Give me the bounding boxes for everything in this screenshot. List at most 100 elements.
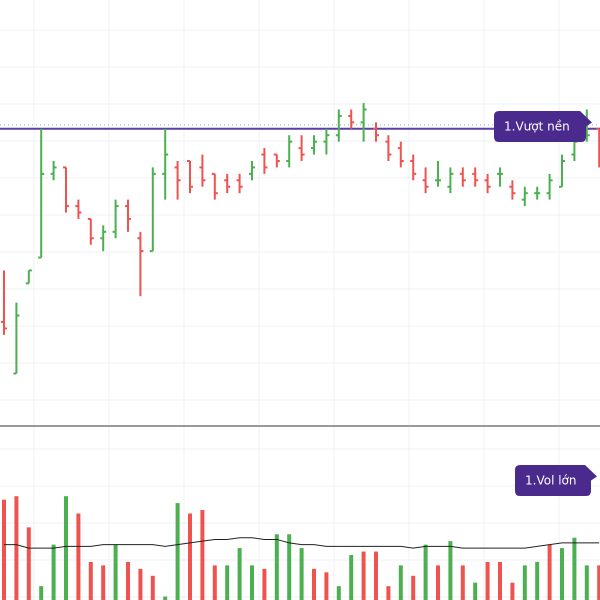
volume-bar <box>14 496 19 600</box>
ohlc-bar <box>236 173 243 194</box>
ohlc-bar <box>75 199 82 219</box>
ohlc-bar <box>224 173 231 194</box>
volume-bar <box>386 586 391 600</box>
volume-bar <box>39 586 44 600</box>
volume-bars <box>2 496 600 600</box>
ohlc-bar <box>100 225 107 252</box>
volume-bar <box>361 551 366 600</box>
ohlc-bar <box>397 141 404 168</box>
volume-bar <box>572 537 577 600</box>
volume-bar <box>225 565 230 600</box>
ohlc-bar <box>360 103 367 142</box>
callout-price-text: 1.Vượt nền <box>504 120 570 134</box>
volume-bar <box>411 575 416 600</box>
ohlc-bar <box>211 172 218 200</box>
volume-bar <box>26 527 31 600</box>
volume-bar <box>88 561 93 600</box>
ohlc-bar <box>87 217 94 245</box>
volume-bar <box>274 534 279 600</box>
ohlc-bar <box>1 270 7 335</box>
volume-bar <box>485 561 490 600</box>
ohlc-bar <box>187 159 193 194</box>
callout-price-bg <box>494 111 592 142</box>
volume-bar <box>336 586 341 600</box>
ohlc-bar <box>373 122 379 142</box>
volume-bar <box>547 544 552 600</box>
ohlc-bar <box>162 128 169 200</box>
ohlc-bar <box>63 166 69 213</box>
ohlc-bar <box>261 148 268 174</box>
volume-bar <box>64 496 68 600</box>
volume-bar <box>510 582 515 600</box>
volume-bar <box>287 534 292 600</box>
volume-bar <box>200 510 205 600</box>
volume-bar <box>498 561 502 600</box>
ohlc-bar <box>348 109 355 129</box>
volume-bar <box>349 555 354 600</box>
callout-volume-text: 1.Vol lớn <box>525 474 577 488</box>
ohlc-bar <box>311 135 317 155</box>
ohlc-bar <box>137 231 144 297</box>
volume-bar <box>237 548 242 600</box>
volume-bar <box>423 544 428 600</box>
volume-bar <box>188 513 192 600</box>
volume-bar <box>101 565 106 600</box>
ohlc-bar <box>459 167 466 187</box>
ohlc-bar <box>497 167 503 187</box>
ohlc-bar <box>484 173 491 194</box>
ohlc-bar <box>273 153 280 168</box>
ohlc-bars <box>1 103 600 375</box>
ohlc-bar <box>50 160 57 181</box>
volume-bar <box>163 596 168 600</box>
volume-bar <box>436 565 440 600</box>
ohlc-bar <box>13 302 20 375</box>
ohlc-bar <box>38 128 45 259</box>
price-panel <box>0 103 600 375</box>
ohlc-bar <box>534 186 541 200</box>
volume-bar <box>374 551 378 600</box>
ohlc-bar <box>559 154 565 188</box>
ohlc-bar <box>521 186 528 207</box>
ohlc-bar <box>596 127 600 168</box>
volume-panel <box>2 496 600 600</box>
ohlc-bar <box>546 173 553 200</box>
ohlc-bar <box>298 135 305 161</box>
volume-bar <box>584 565 589 600</box>
ohlc-bar <box>25 269 32 285</box>
callout-volume-bg <box>515 465 597 496</box>
ohlc-bar <box>174 160 181 200</box>
ohlc-bar <box>323 128 330 155</box>
volume-bar <box>250 565 254 600</box>
callout-volume: 1.Vol lớn <box>515 465 597 496</box>
ohlc-bar <box>385 135 392 161</box>
volume-bar <box>299 548 304 600</box>
ohlc-bar <box>249 160 255 181</box>
ohlc-bar <box>149 167 156 253</box>
ohlc-bar <box>199 154 206 187</box>
ohlc-bar <box>472 167 479 187</box>
volume-bar <box>522 565 527 600</box>
volume-ma-line <box>4 537 600 549</box>
volume-bar <box>138 568 143 600</box>
callout-price: 1.Vượt nền <box>494 111 592 142</box>
volume-bar <box>560 548 564 600</box>
volume-bar <box>150 575 155 600</box>
ohlc-bar <box>509 180 516 200</box>
ohlc-bar <box>286 135 293 168</box>
volume-bar <box>51 544 56 600</box>
ohlc-bar <box>112 199 119 239</box>
volume-bar <box>398 565 403 600</box>
volume-bar <box>460 565 465 600</box>
volume-bar <box>324 572 329 600</box>
volume-bar <box>473 582 478 600</box>
volume-bar <box>2 499 6 600</box>
ohlc-bar <box>410 154 417 181</box>
volume-bar <box>113 544 118 600</box>
volume-bar <box>448 541 453 600</box>
volume-bar <box>212 565 217 600</box>
volume-bar <box>535 561 540 600</box>
ohlc-bar <box>422 167 429 194</box>
